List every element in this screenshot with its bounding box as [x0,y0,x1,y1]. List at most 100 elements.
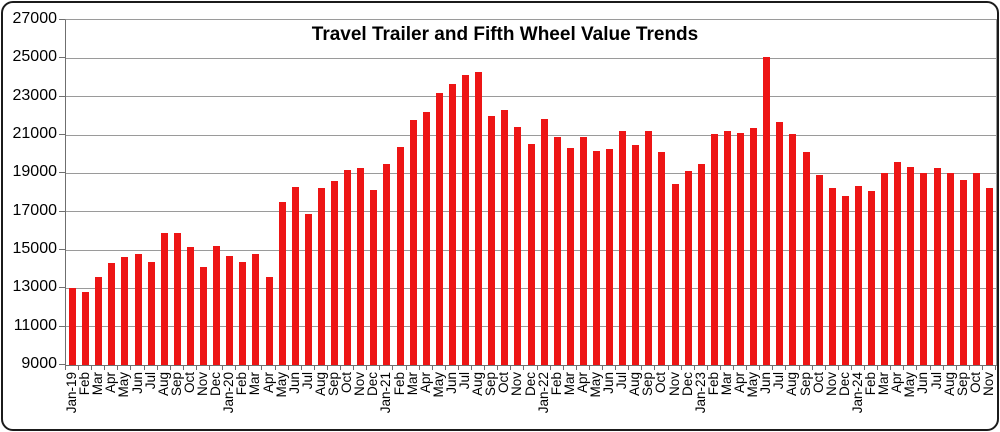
x-axis-label-26: Mar [404,372,420,396]
x-axis-label-65: Jun [915,372,931,394]
bar-Nov-22 [357,167,365,365]
bar-Nov-70 [985,187,993,365]
x-tick-mark [929,365,931,370]
y-axis-label-19000: 19000 [12,163,58,181]
y-tick-mark [59,287,65,289]
bar-Jul-42 [619,131,627,365]
x-tick-mark [785,365,787,370]
bar-Oct-57 [815,175,823,365]
x-tick-mark [772,365,774,370]
bar-Jan-21-24 [383,163,391,365]
x-tick-mark [78,365,80,370]
x-tick-mark [117,365,119,370]
bar-Mar-26 [409,119,417,365]
x-tick-mark [143,365,145,370]
x-tick-mark [955,365,957,370]
x-tick-mark [654,365,656,370]
x-tick-mark [91,365,93,370]
gridline-21000 [66,134,996,136]
x-tick-mark [182,365,184,370]
x-tick-mark [562,365,564,370]
x-tick-mark [798,365,800,370]
x-tick-mark [457,365,459,370]
x-axis-label-5: Jun [129,372,145,394]
y-tick-mark [59,134,65,135]
x-axis-label-45: Oct [653,372,669,394]
bar-Nov-46 [671,183,679,365]
x-axis-label-4: May [116,372,132,398]
x-tick-mark [418,365,420,370]
bar-Feb-37 [553,136,561,365]
y-axis-label-23000: 23000 [12,86,58,104]
bar-May-28 [435,92,443,365]
x-tick-mark [65,365,66,370]
x-tick-mark [366,365,368,370]
x-axis-label-19: Aug [312,372,328,397]
x-tick-mark [169,365,171,370]
x-tick-mark [326,365,328,370]
bar-Jun-17 [291,186,299,365]
x-tick-mark [916,365,918,370]
bar-Jan-22-36 [540,118,548,365]
y-axis-label-25000: 25000 [12,48,58,66]
y-axis-label-21000: 21000 [12,125,58,142]
x-tick-mark [968,365,970,370]
x-axis-label-46: Nov [666,372,682,397]
bar-Aug-43 [632,144,640,365]
bar-Sep-44 [645,131,653,365]
x-axis-label-8: Sep [168,372,184,397]
x-axis-label-39: Apr [574,372,590,394]
bar-May-64 [907,166,915,365]
y-axis-label-11000: 11000 [13,316,57,334]
x-tick-mark [759,365,761,370]
x-tick-mark [995,365,996,370]
x-tick-mark [903,365,905,370]
gridline-25000 [66,57,996,59]
x-axis-label-28: May [430,372,446,398]
x-tick-mark [706,365,708,370]
bar-Sep-8 [173,232,181,365]
x-axis-label-25: Feb [391,372,407,396]
x-tick-mark [353,365,355,370]
x-tick-mark [864,365,865,370]
y-tick-mark [59,57,65,59]
chart-title: Travel Trailer and Fifth Wheel Value Tre… [311,24,699,45]
bar-Jan-20-12 [226,255,234,365]
bar-Sep-20 [331,181,339,365]
bar-Apr-63 [894,161,902,365]
bar-Jan-19-0 [69,288,77,365]
x-tick-mark [274,365,276,370]
y-tick-mark [59,249,65,250]
x-tick-mark [877,365,879,370]
x-tick-mark [811,365,813,370]
bar-Oct-21 [344,170,352,365]
x-axis-label-15: Apr [260,372,276,394]
bar-Apr-51 [737,133,745,365]
bar-Oct-9 [186,247,194,365]
x-tick-mark [667,365,669,370]
bar-Jun-5 [134,253,142,365]
x-tick-mark [602,365,604,370]
bar-Dec-23 [370,189,378,365]
x-axis-label-36: Jan-22 [535,372,551,414]
y-axis-label-27000: 27000 [12,10,58,27]
x-tick-mark [890,365,892,370]
x-axis-label-69: Oct [967,372,983,394]
bar-Jan-24-60 [854,185,862,365]
y-axis-label-15000: 15000 [12,240,58,257]
x-tick-mark [837,365,839,370]
bar-Feb-13 [239,261,247,365]
bar-Feb-49 [710,134,718,365]
x-tick-mark [392,365,394,370]
x-tick-mark [471,365,473,370]
bar-Oct-33 [501,110,509,365]
bar-Feb-1 [82,292,90,365]
x-tick-mark [287,365,289,370]
x-axis-label-68: Sep [954,372,970,397]
bar-Aug-7 [160,232,168,365]
bar-Jun-53 [763,57,771,365]
x-axis-label-14: Mar [247,372,263,396]
x-tick-mark [195,365,197,370]
bar-Apr-3 [108,263,116,365]
bar-Jul-6 [147,261,155,365]
